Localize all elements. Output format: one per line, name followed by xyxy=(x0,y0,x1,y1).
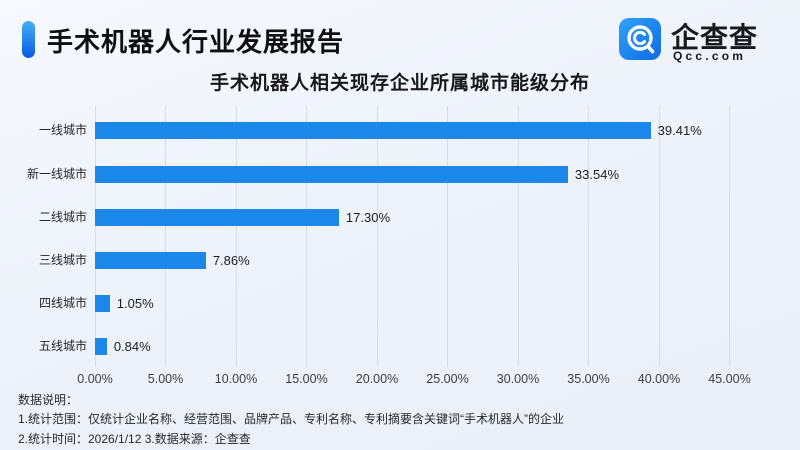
value-label: 17.30% xyxy=(345,209,391,225)
x-tick-label: 15.00% xyxy=(285,372,328,386)
bar xyxy=(95,208,339,226)
category-label: 三线城市 xyxy=(38,253,87,267)
title-accent-bar xyxy=(22,21,35,58)
category-label: 二线城市 xyxy=(38,209,87,224)
gridline xyxy=(447,106,448,367)
value-label: 7.86% xyxy=(212,253,250,268)
bar xyxy=(95,338,107,356)
gridline xyxy=(588,106,589,367)
gridline xyxy=(235,106,237,367)
qcc-logo: 企查查 Qcc.com xyxy=(618,16,788,66)
category-label: 一线城市 xyxy=(38,123,87,138)
x-tick-label: 10.00% xyxy=(214,372,258,386)
x-tick-label: 45.00% xyxy=(708,372,751,386)
bar xyxy=(95,252,206,269)
x-tick-label: 30.00% xyxy=(496,372,540,386)
chart-title: 手术机器人相关现存企业所属城市能级分布 xyxy=(209,73,590,94)
gridline xyxy=(94,106,96,367)
value-label: 0.84% xyxy=(113,339,151,355)
gridline xyxy=(376,106,378,367)
report-title: 手术机器人行业发展报告 xyxy=(47,27,345,57)
data-note-time-source: 2.统计时间：2026/1/12 3.数据来源：企查查 xyxy=(18,432,251,446)
x-tick-label: 0.00% xyxy=(77,372,113,386)
gridline xyxy=(517,106,519,367)
x-tick-label: 25.00% xyxy=(426,372,469,386)
gridline xyxy=(306,106,307,367)
qcc-magnifier-icon xyxy=(619,18,661,60)
value-label: 33.54% xyxy=(574,166,619,182)
category-label: 五线城市 xyxy=(38,339,87,354)
bar xyxy=(95,165,568,183)
category-label: 四线城市 xyxy=(38,296,87,311)
x-tick-label: 35.00% xyxy=(567,372,610,386)
value-label: 39.41% xyxy=(657,123,702,139)
bar xyxy=(95,295,110,313)
gridline xyxy=(658,106,660,367)
x-tick-label: 5.00% xyxy=(147,372,184,386)
gridline xyxy=(729,106,730,367)
bar xyxy=(95,122,651,140)
value-label: 1.05% xyxy=(116,296,154,312)
category-label: 新一线城市 xyxy=(26,166,87,181)
x-tick-label: 20.00% xyxy=(355,372,399,386)
qcc-logo-name: 企查查 xyxy=(671,22,759,53)
data-notes-heading: 数据说明： xyxy=(18,393,79,407)
data-note-scope: 1.统计范围：仅统计企业名称、经营范围、品牌产品、专利名称、专利摘要含关键词“手… xyxy=(18,412,565,426)
gridline xyxy=(165,106,166,367)
qcc-logo-domain: Qcc.com xyxy=(673,49,747,63)
x-tick-label: 40.00% xyxy=(637,372,681,386)
